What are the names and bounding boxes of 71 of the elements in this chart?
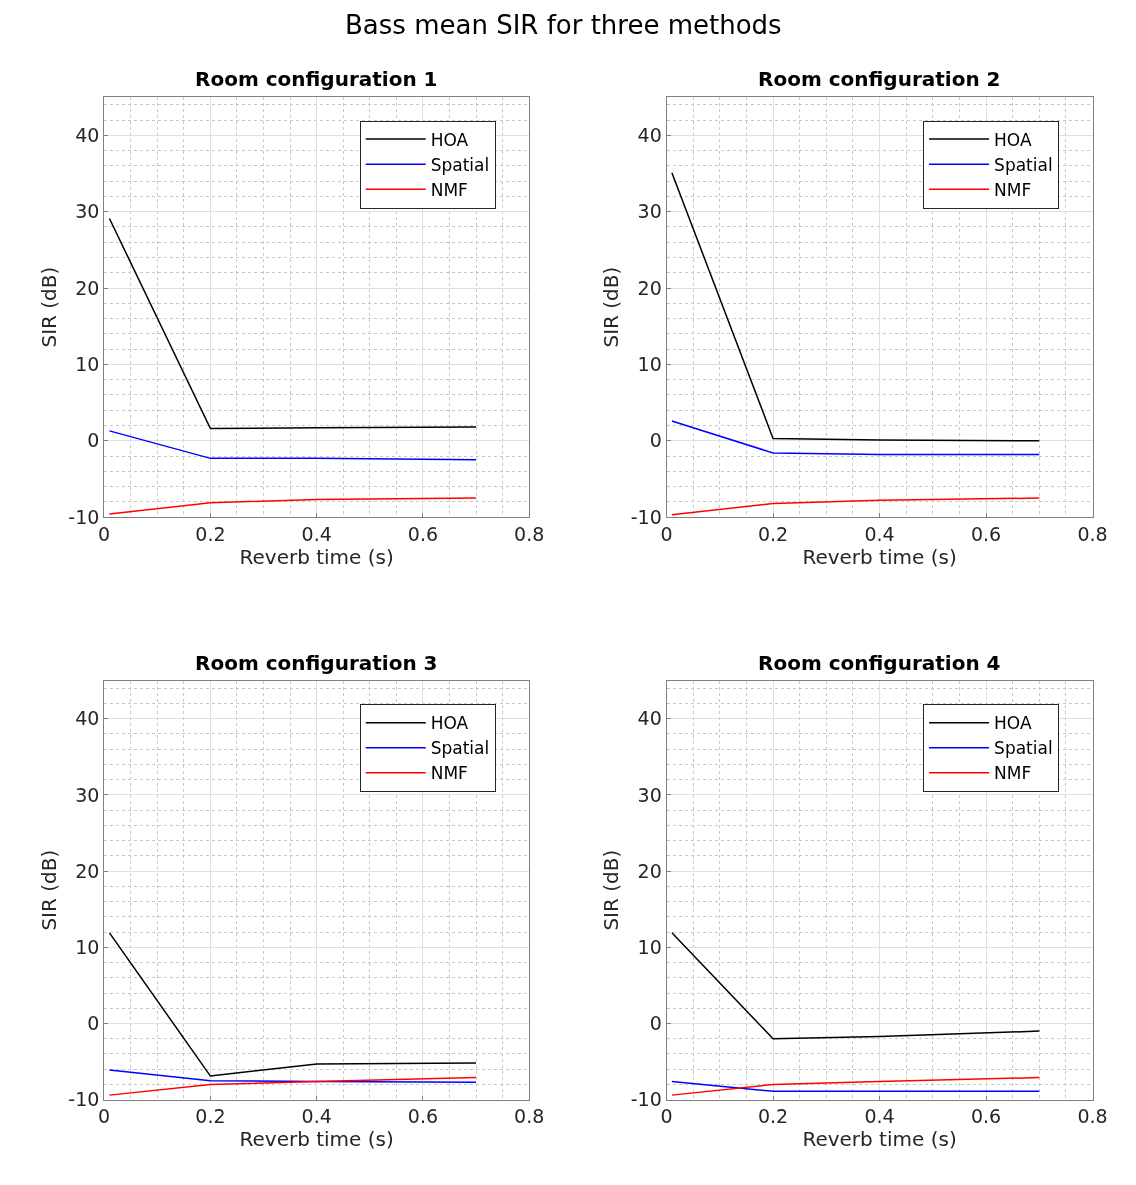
x-axis-title: Reverb time (s) [239,1127,394,1152]
legend-label: HOA [994,129,1032,150]
x-tick-label: 0.8 [1077,522,1108,545]
y-tick-label: 10 [75,353,100,376]
x-tick-label: 0.2 [195,1105,226,1128]
legend-label: HOA [430,713,469,734]
x-tick-label: 0.8 [514,522,545,545]
y-tick-label: 20 [75,859,100,882]
x-tick-label: 0.4 [301,1105,332,1128]
legend-label: NMF [994,179,1032,200]
y-tick-label: 30 [75,200,100,223]
y-axis-title: SIR (dB) [36,849,61,931]
legend-label: Spatial [994,154,1053,175]
y-tick-label: 0 [87,429,100,452]
y-axis-title: SIR (dB) [599,849,624,931]
line-series [108,932,477,1077]
x-axis-title: Reverb time (s) [802,544,957,569]
legend-label: Spatial [994,738,1053,759]
legend-label: HOA [430,129,469,150]
x-tick-label: 0.4 [301,522,332,545]
x-tick-label: 0.6 [970,1105,1002,1128]
line-series [108,497,477,515]
x-axis-title: Reverb time (s) [239,544,394,569]
x-tick-label: 0.8 [1077,1105,1108,1128]
y-tick-label: 40 [637,707,662,730]
chart-title: Room configuration 3 [195,651,438,675]
y-tick-label: 10 [637,935,662,958]
text: Bass mean SIR for three methods [345,10,782,40]
y-tick-label: -10 [630,505,662,528]
x-tick-label: 0.2 [195,522,226,545]
y-tick-label: 0 [649,429,662,452]
line-series [671,497,1041,516]
legend-label: NMF [994,763,1032,784]
y-tick-label: -10 [630,1088,662,1111]
x-tick-label: 0.6 [407,1105,439,1128]
y-axis-title: SIR (dB) [36,266,61,348]
line-series [108,217,477,430]
legend-label: Spatial [430,154,490,175]
y-tick-label: 0 [649,1012,662,1035]
line-series [108,1076,477,1096]
y-tick-label: 20 [637,276,662,299]
x-tick-label: 0.8 [514,1105,545,1128]
y-tick-label: -10 [68,505,100,528]
legend-label: NMF [430,763,468,784]
legend-label: Spatial [430,738,490,759]
chart-title: Room configuration 4 [758,651,1001,675]
y-tick-label: 40 [637,123,662,146]
x-tick-label: 0.4 [864,522,895,545]
legend-label: HOA [994,713,1032,734]
x-tick-label: 0.6 [970,522,1002,545]
line-series [671,932,1041,1040]
x-tick-label: 0.2 [757,1105,789,1128]
x-tick-label: 0.6 [407,522,439,545]
chart-title: Room configuration 1 [195,67,438,91]
y-axis-title: SIR (dB) [599,266,624,348]
x-tick-label: 0.4 [864,1105,895,1128]
x-tick-label: 0.2 [757,522,789,545]
y-tick-label: 10 [637,353,662,376]
y-tick-label: 40 [75,707,100,730]
y-tick-label: 40 [75,123,100,146]
y-tick-label: 20 [637,859,662,882]
y-tick-label: 30 [75,783,100,806]
y-tick-label: 20 [75,276,100,299]
chart-title: Room configuration 2 [758,67,1001,91]
y-tick-label: 0 [87,1012,100,1035]
y-tick-label: 10 [75,935,100,958]
legend-label: NMF [430,179,468,200]
y-tick-label: 30 [637,200,662,223]
x-axis-title: Reverb time (s) [802,1127,957,1152]
y-tick-label: 30 [637,783,662,806]
y-tick-label: -10 [68,1088,100,1111]
